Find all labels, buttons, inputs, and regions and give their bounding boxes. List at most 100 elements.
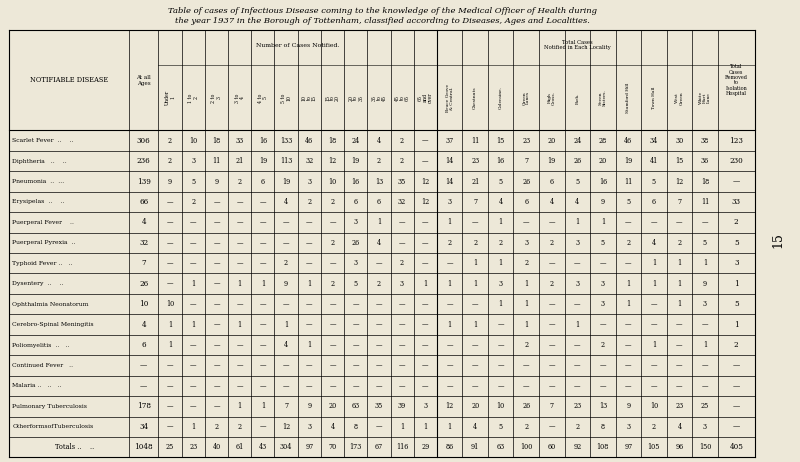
Text: —: — [140, 382, 147, 390]
Text: Poliomyelitis  ..   ..: Poliomyelitis .. .. [12, 342, 70, 347]
Text: —: — [190, 259, 197, 267]
Text: —: — [422, 341, 429, 349]
Text: —: — [353, 321, 359, 328]
Text: —: — [472, 361, 478, 370]
Text: 97: 97 [624, 443, 633, 451]
Text: —: — [214, 321, 220, 328]
Text: —: — [702, 361, 708, 370]
Text: Seven
Sisters.: Seven Sisters. [599, 89, 607, 106]
Text: 12: 12 [282, 423, 290, 431]
Text: —: — [599, 382, 606, 390]
Text: —: — [260, 361, 266, 370]
Text: —: — [167, 361, 174, 370]
Text: Puerperal Pyrexia  ..: Puerperal Pyrexia .. [12, 240, 76, 245]
Text: 2: 2 [238, 423, 242, 431]
Text: —: — [260, 321, 266, 328]
Text: 2: 2 [330, 198, 334, 206]
Text: —: — [214, 280, 220, 288]
Text: 91: 91 [471, 443, 479, 451]
Text: 1: 1 [734, 280, 738, 288]
Text: 14: 14 [446, 177, 454, 186]
Text: 70: 70 [328, 443, 337, 451]
Text: —: — [549, 300, 555, 308]
Text: 2: 2 [734, 219, 738, 226]
Text: 21: 21 [235, 157, 244, 165]
Text: —: — [472, 300, 478, 308]
Text: —: — [399, 239, 406, 247]
Text: 32: 32 [305, 157, 314, 165]
Text: 16: 16 [351, 177, 360, 186]
Text: 2: 2 [473, 239, 478, 247]
Text: 1: 1 [448, 423, 452, 431]
Text: 34: 34 [650, 137, 658, 145]
Text: —: — [140, 361, 147, 370]
Text: 2: 2 [626, 239, 630, 247]
Text: 7: 7 [473, 198, 478, 206]
Text: 3: 3 [191, 157, 195, 165]
Text: —: — [306, 361, 313, 370]
Text: 3: 3 [575, 280, 579, 288]
Text: 10: 10 [139, 300, 149, 308]
Text: —: — [167, 280, 174, 288]
Text: —: — [190, 402, 197, 410]
Text: 3: 3 [307, 177, 311, 186]
Text: Puerperal Fever    ..: Puerperal Fever .. [12, 220, 74, 225]
Text: 6: 6 [142, 341, 146, 349]
Text: 20: 20 [471, 402, 479, 410]
Text: 116: 116 [396, 443, 408, 451]
Text: —: — [376, 361, 382, 370]
Text: —: — [472, 219, 478, 226]
Text: 5: 5 [575, 177, 579, 186]
Text: —: — [283, 361, 290, 370]
Text: Park.: Park. [575, 92, 579, 103]
Text: 24: 24 [351, 137, 360, 145]
Text: NOTIFIABLE DISEASE: NOTIFIABLE DISEASE [30, 76, 108, 84]
Text: Number of Cases Notified.: Number of Cases Notified. [256, 43, 339, 48]
Text: 1 to
2: 1 to 2 [188, 93, 198, 103]
Text: 173: 173 [350, 443, 362, 451]
Text: —: — [167, 402, 174, 410]
Text: 405: 405 [730, 443, 743, 451]
Text: 16: 16 [497, 157, 505, 165]
Text: —: — [446, 361, 453, 370]
Text: 2: 2 [400, 157, 404, 165]
Text: —: — [599, 321, 606, 328]
Text: —: — [260, 423, 266, 431]
Text: —: — [625, 219, 632, 226]
Text: —: — [330, 361, 336, 370]
Text: —: — [650, 361, 657, 370]
Text: 1: 1 [191, 321, 195, 328]
Text: —: — [237, 259, 243, 267]
Text: —: — [549, 423, 555, 431]
Text: —: — [283, 219, 290, 226]
Text: 92: 92 [573, 443, 582, 451]
Text: 46: 46 [305, 137, 314, 145]
Text: 1: 1 [284, 321, 288, 328]
Text: —: — [574, 259, 581, 267]
Text: 63: 63 [351, 402, 360, 410]
Text: 7: 7 [550, 402, 554, 410]
Text: 1: 1 [652, 259, 656, 267]
Text: Under
1: Under 1 [165, 90, 175, 105]
Text: 2: 2 [168, 137, 172, 145]
Text: 23: 23 [189, 443, 198, 451]
Text: 304: 304 [280, 443, 292, 451]
Text: 1: 1 [423, 280, 427, 288]
Text: 25: 25 [701, 402, 709, 410]
Text: 9: 9 [703, 280, 707, 288]
Text: 3 to
4: 3 to 4 [234, 93, 245, 103]
Text: 28: 28 [598, 137, 607, 145]
Text: 3: 3 [601, 280, 605, 288]
Text: 19: 19 [548, 157, 556, 165]
Text: —: — [422, 361, 429, 370]
Text: 178: 178 [137, 402, 150, 410]
Text: 2: 2 [214, 423, 218, 431]
Text: —: — [214, 402, 220, 410]
Text: —: — [422, 157, 429, 165]
Text: —: — [472, 341, 478, 349]
Text: —: — [625, 382, 632, 390]
Text: —: — [353, 341, 359, 349]
Text: —: — [353, 300, 359, 308]
Text: 10: 10 [328, 177, 337, 186]
Text: 9: 9 [284, 280, 288, 288]
